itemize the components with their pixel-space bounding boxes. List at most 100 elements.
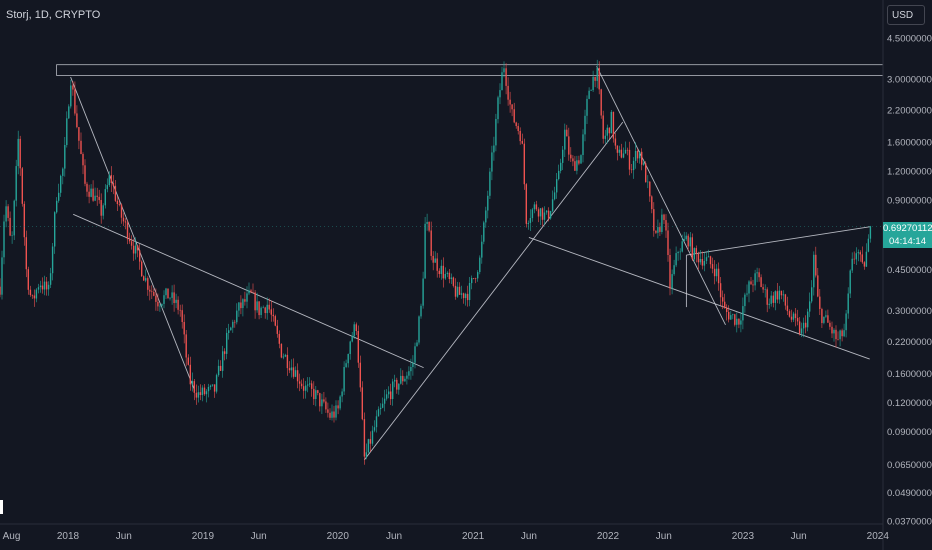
candle-body bbox=[497, 97, 499, 120]
candle-body bbox=[11, 235, 13, 236]
candle-body bbox=[849, 270, 851, 294]
candle-body bbox=[651, 196, 653, 210]
candle-body bbox=[276, 325, 278, 334]
trendline-2020-2022-rising[interactable] bbox=[364, 121, 624, 461]
candle-body bbox=[426, 222, 428, 224]
candle-body bbox=[489, 171, 491, 196]
candle-body bbox=[240, 302, 242, 309]
candle-body bbox=[598, 68, 600, 90]
candle-body bbox=[110, 175, 112, 183]
candle-body bbox=[594, 76, 596, 81]
candle-body bbox=[122, 217, 125, 222]
candle-body bbox=[867, 238, 870, 252]
candle-body bbox=[655, 230, 657, 233]
candle-body bbox=[537, 209, 540, 217]
currency-button[interactable]: USD bbox=[887, 5, 925, 25]
candle-body bbox=[675, 253, 677, 266]
x-tick-label: 2024 bbox=[867, 531, 890, 542]
candle-body bbox=[390, 391, 392, 400]
candle-body bbox=[843, 330, 845, 337]
candle-body bbox=[272, 314, 274, 317]
candle-body bbox=[181, 310, 183, 322]
candle-body bbox=[626, 149, 629, 151]
candle-body bbox=[51, 246, 54, 274]
trendline-2022-2023-resistance[interactable] bbox=[686, 226, 871, 256]
candle-body bbox=[639, 151, 641, 159]
candle-body bbox=[798, 321, 801, 334]
trendline-2021-2022-down[interactable] bbox=[596, 65, 726, 326]
candle-body bbox=[49, 273, 52, 285]
candle-body bbox=[189, 364, 191, 385]
candle-body bbox=[70, 85, 72, 107]
y-tick-label: 1.60000000 bbox=[887, 138, 932, 149]
candle-body bbox=[72, 85, 74, 90]
candle-body bbox=[746, 293, 748, 295]
trendline-2018-down[interactable] bbox=[70, 76, 196, 391]
candle-body bbox=[711, 264, 714, 269]
candle-body bbox=[541, 208, 544, 220]
candle-body bbox=[179, 309, 181, 311]
x-tick-label: Aug bbox=[3, 531, 21, 542]
candle-body bbox=[549, 211, 552, 219]
candle-body bbox=[728, 312, 730, 320]
candle-body bbox=[21, 168, 23, 204]
candle-body bbox=[622, 153, 625, 158]
candle-body bbox=[517, 126, 519, 131]
chart-title: Storj, 1D, CRYPTO bbox=[6, 9, 101, 21]
candle-body bbox=[831, 326, 833, 334]
time-axis[interactable]: Aug 2018 Jun 2019 Jun 2020 Jun 2021 Jun 2022 Jun 20… bbox=[3, 531, 890, 542]
candle-body bbox=[244, 299, 246, 302]
candle-body bbox=[458, 286, 461, 295]
candle-body bbox=[823, 316, 825, 323]
candle-body bbox=[794, 313, 797, 318]
candle-body bbox=[124, 221, 127, 223]
scroll-marker[interactable] bbox=[0, 500, 3, 514]
candle-body bbox=[811, 287, 813, 302]
candle-body bbox=[86, 183, 88, 192]
x-tick-label: Jun bbox=[656, 531, 672, 542]
candle-body bbox=[207, 387, 210, 392]
candle-body bbox=[315, 390, 317, 399]
candle-body bbox=[311, 383, 313, 389]
candles-layer bbox=[0, 59, 883, 465]
candle-body bbox=[54, 212, 56, 247]
candle-body bbox=[861, 254, 863, 263]
candle-body bbox=[187, 357, 189, 365]
candle-body bbox=[400, 375, 402, 384]
candle-body bbox=[452, 277, 455, 286]
candle-body bbox=[422, 278, 424, 306]
candle-body bbox=[865, 251, 868, 267]
candle-body bbox=[436, 258, 438, 271]
candle-body bbox=[634, 151, 637, 161]
candle-body bbox=[68, 106, 70, 119]
candle-body bbox=[446, 272, 449, 274]
candle-body bbox=[242, 299, 244, 308]
x-tick-label: 2021 bbox=[462, 531, 485, 542]
x-tick-label: Jun bbox=[116, 531, 132, 542]
candle-body bbox=[155, 295, 157, 302]
candle-body bbox=[396, 379, 398, 390]
candle-body bbox=[703, 261, 706, 266]
bar-countdown: 04:14:14 bbox=[889, 236, 926, 247]
candle-body bbox=[645, 163, 647, 183]
candle-body bbox=[529, 218, 532, 223]
candle-body bbox=[175, 299, 177, 303]
candle-body bbox=[756, 272, 758, 274]
candle-body bbox=[574, 161, 576, 171]
candle-body bbox=[817, 275, 819, 297]
candle-body bbox=[307, 384, 309, 386]
candle-body bbox=[205, 391, 208, 395]
candle-body bbox=[691, 237, 693, 260]
candle-body bbox=[442, 265, 444, 279]
candle-body bbox=[394, 379, 396, 382]
candle-body bbox=[685, 235, 687, 240]
candle-body bbox=[256, 301, 258, 311]
candle-body bbox=[604, 135, 606, 139]
candle-body bbox=[730, 315, 732, 320]
trendline-2021-2023-support[interactable] bbox=[528, 236, 870, 360]
candle-body bbox=[82, 154, 84, 166]
candle-body bbox=[112, 183, 115, 186]
candle-body bbox=[141, 261, 143, 277]
